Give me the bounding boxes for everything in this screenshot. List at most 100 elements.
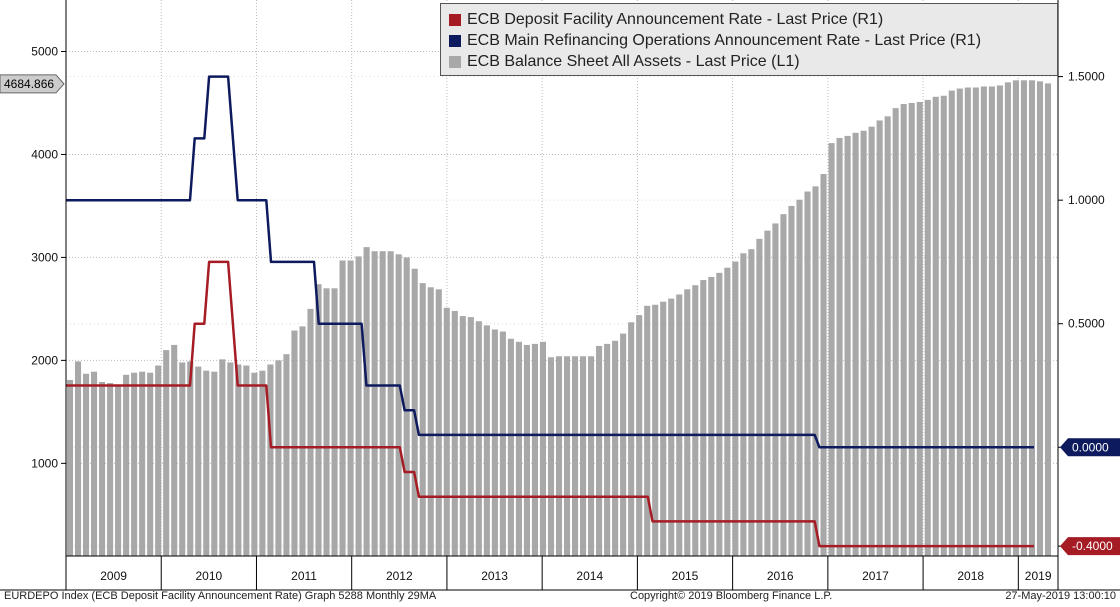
bar-balance-sheet-88 bbox=[772, 223, 779, 556]
bar-balance-sheet-2 bbox=[82, 373, 90, 556]
bar-balance-sheet-50 bbox=[467, 317, 474, 556]
legend-swatch-balance bbox=[449, 56, 461, 68]
bar-balance-sheet-28 bbox=[291, 330, 298, 556]
bar-balance-sheet-23 bbox=[251, 372, 258, 556]
bar-balance-sheet-55 bbox=[507, 338, 514, 556]
bar-balance-sheet-48 bbox=[451, 310, 458, 556]
bar-balance-sheet-94 bbox=[820, 174, 827, 557]
bar-balance-sheet-79 bbox=[700, 280, 707, 556]
bar-balance-sheet-118 bbox=[1012, 80, 1019, 557]
bar-balance-sheet-54 bbox=[499, 331, 506, 556]
bar-balance-sheet-25 bbox=[267, 364, 274, 556]
line-refi-rate bbox=[66, 75, 1034, 449]
bar-balance-sheet-9 bbox=[139, 371, 146, 556]
bar-balance-sheet-10 bbox=[147, 372, 154, 556]
bar-balance-sheet-90 bbox=[788, 205, 795, 557]
bar-balance-sheet-27 bbox=[283, 354, 290, 556]
bar-balance-sheet-66 bbox=[596, 345, 603, 556]
x-tick-label-2: 2011 bbox=[291, 569, 317, 583]
bar-balance-sheet-32 bbox=[323, 288, 330, 556]
last-value-tag-right-1 bbox=[1060, 438, 1120, 457]
right-tick-label-3: 1.0000 bbox=[1068, 193, 1105, 207]
last-value-tag-right-label-1: 0.0000 bbox=[1072, 440, 1109, 454]
bar-balance-sheet-120 bbox=[1028, 80, 1036, 557]
bar-balance-sheet-41 bbox=[395, 254, 402, 556]
bar-balance-sheet-44 bbox=[419, 283, 426, 556]
bar-balance-sheet-6 bbox=[115, 385, 122, 556]
bar-balance-sheet-100 bbox=[868, 126, 875, 557]
bar-balance-sheet-11 bbox=[155, 365, 162, 556]
bar-balance-sheet-7 bbox=[123, 374, 130, 556]
right-tick-label-4: 1.5000 bbox=[1068, 70, 1105, 84]
x-tick-label-0: 2009 bbox=[100, 569, 127, 583]
bar-balance-sheet-104 bbox=[900, 103, 907, 557]
left-tick-label-4: 5000 bbox=[31, 44, 58, 58]
bar-balance-sheet-68 bbox=[612, 340, 619, 556]
bar-balance-sheet-39 bbox=[379, 251, 386, 557]
bar-balance-sheet-34 bbox=[339, 260, 346, 556]
bar-balance-sheet-69 bbox=[620, 333, 627, 556]
bar-balance-sheet-45 bbox=[427, 287, 434, 556]
last-value-tag-left-label: 4684.866 bbox=[4, 77, 54, 91]
bar-balance-sheet-52 bbox=[483, 325, 490, 556]
x-tick-label-9: 2018 bbox=[957, 569, 984, 583]
left-tick-label-3: 4000 bbox=[31, 147, 58, 161]
bar-balance-sheet-3 bbox=[91, 371, 98, 556]
left-tick-label-2: 3000 bbox=[31, 250, 58, 264]
footer-ticker-info: EURDEPO Index (ECB Deposit Facility Anno… bbox=[4, 590, 437, 602]
x-tick-label-7: 2016 bbox=[767, 569, 794, 583]
x-tick-label-10: 2019 bbox=[1025, 569, 1052, 583]
bar-balance-sheet-119 bbox=[1020, 80, 1027, 557]
last-value-tag-left bbox=[0, 74, 65, 94]
bar-balance-sheet-81 bbox=[716, 272, 723, 556]
bar-balance-sheet-24 bbox=[259, 370, 266, 556]
bar-balance-sheet-62 bbox=[563, 356, 571, 556]
bar-balance-sheet-122 bbox=[1044, 83, 1052, 557]
x-tick-label-3: 2012 bbox=[386, 569, 413, 583]
bar-balance-sheet-20 bbox=[227, 362, 234, 556]
bar-balance-sheet-12 bbox=[163, 350, 170, 556]
bar-balance-sheet-97 bbox=[844, 135, 851, 556]
legend-item-balance-sheet: ECB Balance Sheet All Assets - Last Pric… bbox=[449, 52, 800, 72]
bar-balance-sheet-21 bbox=[235, 364, 242, 556]
bar-balance-sheet-117 bbox=[1004, 82, 1011, 557]
bar-balance-sheet-4 bbox=[99, 381, 106, 556]
line-deposit-rate bbox=[66, 260, 1034, 548]
rate-lines bbox=[66, 75, 1034, 548]
axes bbox=[0, 0, 1120, 591]
x-tick-label-6: 2015 bbox=[672, 569, 699, 583]
bar-balance-sheet-22 bbox=[243, 365, 250, 556]
bar-balance-sheet-51 bbox=[475, 321, 482, 556]
bar-balance-sheet-93 bbox=[812, 186, 819, 556]
last-value-tag-right-2 bbox=[1060, 537, 1120, 556]
bar-balance-sheet-35 bbox=[347, 260, 354, 556]
bar-balance-sheet-72 bbox=[644, 305, 651, 556]
bar-balance-sheet-80 bbox=[708, 276, 715, 556]
bar-balance-sheet-38 bbox=[371, 251, 378, 557]
left-tick-label-0: 1000 bbox=[31, 456, 58, 470]
bar-balance-sheet-114 bbox=[980, 86, 987, 556]
bar-balance-sheet-91 bbox=[796, 199, 803, 556]
bar-balance-sheet-113 bbox=[972, 87, 979, 556]
bar-balance-sheet-82 bbox=[724, 267, 731, 556]
x-tick-label-8: 2017 bbox=[862, 569, 889, 583]
bar-balance-sheet-110 bbox=[948, 90, 955, 556]
bar-balance-sheet-86 bbox=[756, 238, 763, 556]
bar-balance-sheet-78 bbox=[692, 285, 699, 556]
bar-balance-sheet-13 bbox=[171, 344, 178, 556]
bar-balance-sheet-87 bbox=[764, 230, 771, 557]
bar-balance-sheet-103 bbox=[892, 108, 899, 556]
bar-balance-sheet-115 bbox=[988, 86, 995, 556]
bar-balance-sheet-5 bbox=[107, 383, 114, 556]
bar-balance-sheet-42 bbox=[403, 257, 410, 556]
bar-balance-sheet-16 bbox=[195, 366, 202, 556]
legend-item-deposit-rate: ECB Deposit Facility Announcement Rate -… bbox=[449, 10, 883, 30]
bar-balance-sheet-61 bbox=[555, 356, 563, 556]
bar-balance-sheet-73 bbox=[652, 304, 659, 556]
bar-balance-sheet-107 bbox=[924, 99, 931, 556]
bar-balance-sheet-56 bbox=[515, 341, 522, 556]
bar-balance-sheet-8 bbox=[131, 372, 138, 556]
bar-balance-sheet-1 bbox=[74, 361, 82, 556]
bar-balance-sheet-89 bbox=[780, 214, 787, 556]
